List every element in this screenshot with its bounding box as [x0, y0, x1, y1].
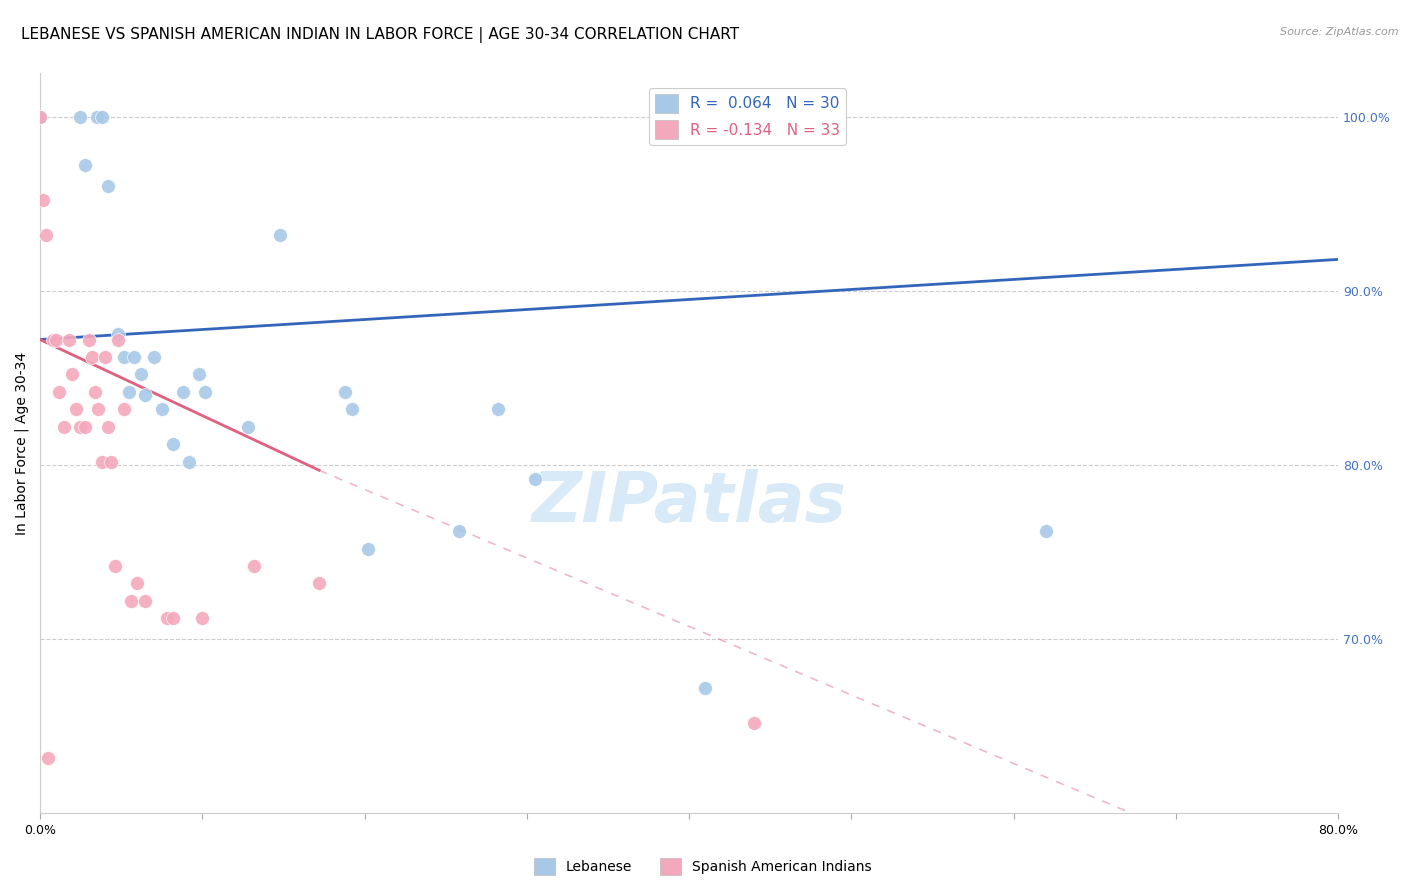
Point [118, 384, 141, 399]
Point [112, 350, 135, 364]
Point [42, 333, 65, 347]
Point [90, 110, 112, 124]
Point [194, 384, 217, 399]
Point [134, 388, 156, 402]
Point [35, 227, 58, 242]
Point [77, 333, 100, 347]
Point [129, 368, 152, 382]
Point [69, 110, 91, 124]
Point [58, 333, 80, 347]
Point [236, 419, 259, 434]
Point [84, 384, 107, 399]
Point [695, 681, 717, 695]
Point [28, 110, 51, 124]
Point [112, 402, 135, 417]
Point [742, 715, 765, 730]
Point [269, 227, 291, 242]
Point [523, 472, 546, 486]
Point [65, 402, 87, 417]
Point [28, 110, 51, 124]
Point [86, 110, 108, 124]
Y-axis label: In Labor Force | Age 30-34: In Labor Force | Age 30-34 [15, 351, 30, 535]
Point [75, 419, 97, 434]
Point [48, 384, 70, 399]
Point [53, 419, 76, 434]
Point [60, 368, 83, 382]
Point [69, 419, 91, 434]
Point [486, 402, 509, 417]
Point [150, 402, 173, 417]
Point [97, 419, 120, 434]
Point [97, 179, 120, 194]
Point [142, 350, 165, 364]
Point [122, 350, 145, 364]
Point [357, 541, 380, 556]
Point [162, 437, 184, 451]
Point [172, 384, 194, 399]
Point [162, 611, 184, 625]
Point [333, 384, 356, 399]
Point [120, 594, 142, 608]
Point [191, 611, 214, 625]
Legend: Lebanese, Spanish American Indians: Lebanese, Spanish American Indians [529, 853, 877, 880]
Text: Source: ZipAtlas.com: Source: ZipAtlas.com [1281, 27, 1399, 37]
Point [94, 350, 117, 364]
Point [45, 333, 67, 347]
Point [340, 402, 363, 417]
Point [127, 576, 149, 591]
Point [87, 402, 110, 417]
Point [179, 454, 201, 468]
Point [134, 594, 156, 608]
Legend: R =  0.064   N = 30, R = -0.134   N = 33: R = 0.064 N = 30, R = -0.134 N = 33 [648, 88, 846, 145]
Point [1035, 524, 1057, 539]
Point [37, 750, 59, 764]
Point [107, 327, 129, 342]
Point [80, 350, 103, 364]
Point [32, 193, 55, 207]
Point [75, 158, 97, 172]
Point [90, 454, 112, 468]
Text: LEBANESE VS SPANISH AMERICAN INDIAN IN LABOR FORCE | AGE 30-34 CORRELATION CHART: LEBANESE VS SPANISH AMERICAN INDIAN IN L… [21, 27, 740, 43]
Point [107, 333, 129, 347]
Point [447, 524, 470, 539]
Text: ZIPatlas: ZIPatlas [531, 469, 846, 536]
Point [103, 559, 125, 574]
Point [28, 110, 51, 124]
Point [155, 611, 177, 625]
Point [100, 454, 122, 468]
Point [188, 368, 211, 382]
Point [308, 576, 330, 591]
Point [243, 559, 266, 574]
